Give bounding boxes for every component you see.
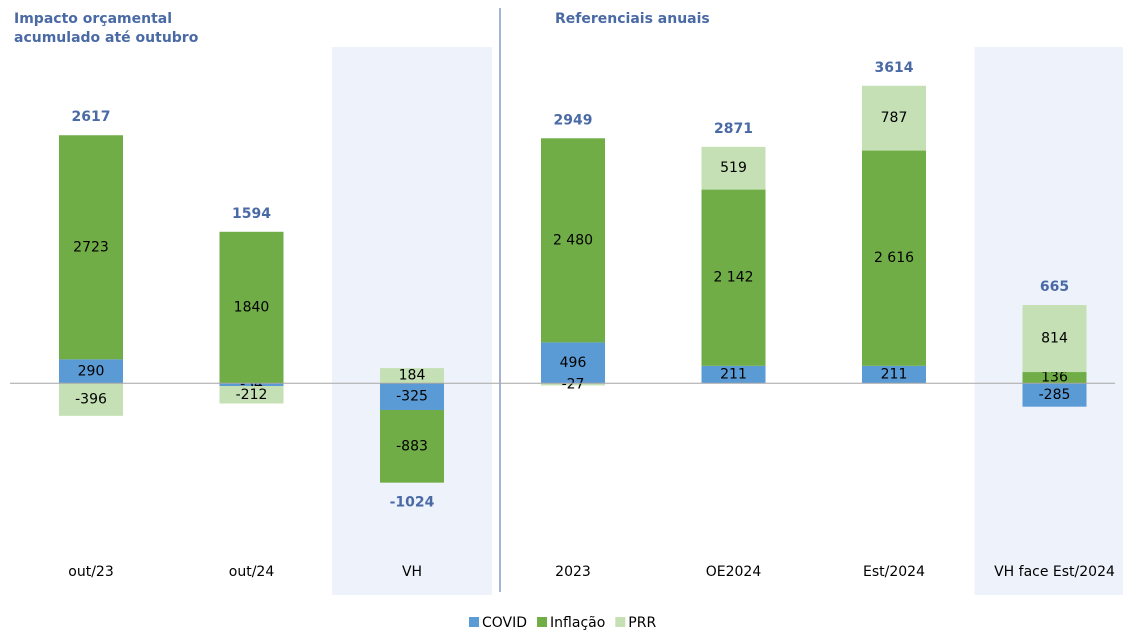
- x-tick-label: out/23: [68, 564, 113, 580]
- total-label: 1594: [232, 206, 271, 222]
- x-tick-label: VH: [402, 564, 422, 580]
- legend-label: COVID: [482, 615, 527, 630]
- bar-segment: [701, 365, 766, 384]
- x-tick-label: out/24: [229, 564, 275, 580]
- total-label: 3614: [875, 60, 914, 76]
- bar-segment: [1022, 372, 1087, 384]
- bar-segment: [701, 189, 766, 366]
- total-label: 2949: [554, 112, 593, 128]
- x-tick-label: OE2024: [706, 564, 762, 580]
- bar-segment: [59, 383, 123, 416]
- data-label: 787: [881, 110, 908, 126]
- legend-label: PRR: [628, 615, 656, 630]
- legend-swatch: [537, 617, 548, 627]
- data-label: 211: [720, 367, 747, 383]
- data-label: -883: [396, 438, 428, 454]
- highlight-band: [332, 47, 492, 595]
- bar-segment: [1022, 383, 1087, 407]
- bar-segment: [219, 386, 284, 404]
- legend-label: Inflação: [550, 615, 605, 630]
- data-label: 184: [399, 368, 426, 384]
- bar-segment: [862, 150, 926, 366]
- data-label: 211: [881, 367, 908, 383]
- x-tick-label: Est/2024: [863, 564, 925, 580]
- bar-segment: [862, 85, 926, 151]
- data-label: 290: [78, 363, 105, 379]
- data-label: 519: [720, 160, 747, 176]
- bar-segment: [541, 342, 605, 384]
- data-label: 2 142: [713, 270, 753, 286]
- data-label: 814: [1041, 331, 1068, 347]
- panel-title: Impacto orçamental acumulado até outubro: [14, 11, 199, 46]
- bar-segment: [1022, 305, 1087, 373]
- bar-segment: [701, 146, 766, 190]
- data-label: 1840: [234, 300, 270, 316]
- bar-segment: [380, 368, 444, 384]
- bar-segment: [541, 138, 605, 343]
- total-label: 2617: [72, 109, 111, 125]
- legend-swatch: [615, 617, 626, 627]
- total-label: -1024: [390, 495, 435, 511]
- x-tick-label: VH face Est/2024: [994, 564, 1115, 580]
- panel-title: Referenciais anuais: [555, 11, 710, 27]
- data-label: -285: [1039, 387, 1071, 403]
- bar-segment: [380, 383, 444, 410]
- bar-segment: [59, 135, 123, 360]
- bar-segment: [219, 231, 284, 384]
- data-label: 2 480: [553, 232, 593, 248]
- data-label: -396: [75, 392, 107, 408]
- data-label: -325: [396, 389, 428, 405]
- data-label: 496: [560, 355, 587, 371]
- total-label: 2871: [714, 121, 753, 137]
- bar-segment: [862, 365, 926, 384]
- bar-segment: [380, 409, 444, 483]
- bar-segment: [59, 359, 123, 384]
- bar-segment: [219, 383, 284, 387]
- data-label: 136: [1041, 370, 1068, 386]
- data-label: -212: [236, 387, 268, 403]
- data-label: 2 616: [874, 250, 914, 266]
- legend-swatch: [469, 617, 479, 627]
- total-label: 665: [1040, 279, 1069, 295]
- data-label: 2723: [73, 239, 109, 255]
- bar-segment: [541, 383, 605, 386]
- x-tick-label: 2023: [555, 564, 591, 580]
- data-label: -27: [562, 376, 585, 392]
